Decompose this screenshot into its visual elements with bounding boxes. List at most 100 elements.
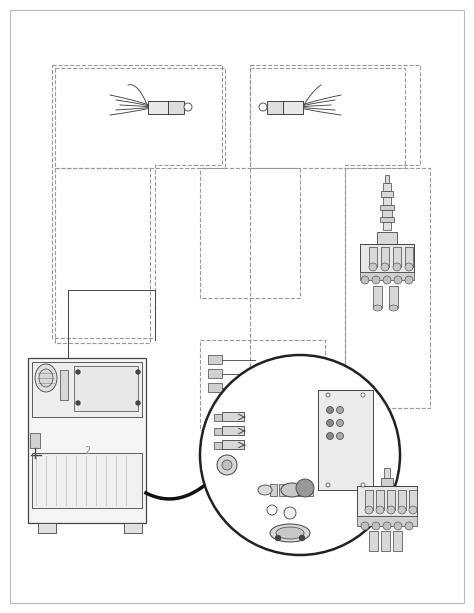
Bar (360, 244, 414, 272)
Bar (32, 362, 142, 417)
Bar (214, 414, 222, 421)
Circle shape (326, 393, 330, 397)
Circle shape (296, 479, 314, 497)
Bar (279, 484, 286, 496)
Bar (383, 222, 391, 230)
Circle shape (337, 433, 344, 440)
Bar (214, 442, 222, 449)
Bar (381, 531, 390, 551)
Circle shape (275, 536, 281, 541)
Bar (208, 383, 222, 392)
Bar (360, 272, 414, 280)
Text: 2: 2 (84, 446, 90, 455)
Bar (222, 440, 244, 449)
Bar (380, 205, 394, 210)
Circle shape (376, 506, 384, 514)
Bar (357, 516, 417, 526)
Bar (409, 490, 417, 510)
Circle shape (222, 460, 232, 470)
Bar (30, 433, 40, 448)
Bar (365, 490, 373, 510)
Ellipse shape (389, 305, 398, 311)
Bar (74, 366, 138, 411)
Circle shape (394, 276, 402, 284)
Bar (124, 523, 142, 533)
Bar (38, 523, 56, 533)
Bar (380, 217, 394, 222)
Circle shape (200, 355, 400, 555)
Bar (357, 486, 417, 516)
Ellipse shape (35, 364, 57, 392)
Circle shape (337, 419, 344, 427)
Circle shape (393, 263, 401, 271)
Circle shape (361, 393, 365, 397)
Ellipse shape (270, 524, 310, 542)
Bar (214, 428, 222, 435)
Ellipse shape (373, 305, 382, 311)
Bar (389, 286, 398, 308)
Bar (288, 484, 295, 496)
Circle shape (327, 433, 334, 440)
Circle shape (405, 276, 413, 284)
Bar (250, 68, 405, 168)
Circle shape (383, 276, 391, 284)
Bar (398, 490, 406, 510)
Circle shape (361, 483, 365, 487)
Circle shape (217, 455, 237, 475)
Bar (393, 531, 402, 551)
Bar (384, 468, 390, 478)
Bar (387, 490, 395, 510)
Bar (222, 412, 244, 421)
Circle shape (259, 103, 267, 111)
Bar (385, 175, 389, 183)
Circle shape (365, 506, 373, 514)
Circle shape (372, 276, 380, 284)
Bar (60, 370, 68, 400)
Bar (222, 426, 244, 435)
Bar (377, 232, 397, 244)
Circle shape (405, 522, 413, 530)
Circle shape (383, 522, 391, 530)
Bar (382, 210, 392, 217)
Bar (283, 101, 303, 113)
Bar (381, 191, 393, 197)
Circle shape (76, 401, 80, 405)
Circle shape (387, 506, 395, 514)
Bar (373, 286, 382, 308)
Circle shape (327, 419, 334, 427)
Bar (28, 358, 146, 523)
Circle shape (394, 522, 402, 530)
Bar (32, 453, 142, 508)
Bar (369, 531, 378, 551)
Ellipse shape (281, 483, 303, 497)
Circle shape (327, 406, 334, 414)
Circle shape (361, 276, 369, 284)
Circle shape (284, 507, 296, 519)
Bar (200, 168, 300, 298)
Bar (369, 247, 377, 267)
Bar (393, 247, 401, 267)
Circle shape (369, 263, 377, 271)
Circle shape (409, 506, 417, 514)
Bar (55, 68, 225, 168)
Ellipse shape (258, 485, 272, 495)
Circle shape (76, 370, 80, 374)
Bar (381, 478, 393, 486)
Circle shape (300, 536, 304, 541)
Circle shape (184, 103, 192, 111)
Circle shape (326, 483, 330, 487)
Bar (383, 197, 391, 205)
Bar (318, 390, 373, 490)
Circle shape (337, 406, 344, 414)
Circle shape (136, 401, 140, 405)
Circle shape (398, 506, 406, 514)
Bar (168, 101, 184, 113)
Bar (383, 183, 391, 191)
Bar (297, 484, 304, 496)
Bar (405, 247, 413, 267)
Bar (267, 101, 283, 113)
Ellipse shape (39, 369, 53, 387)
Bar (270, 484, 277, 496)
Circle shape (136, 370, 140, 374)
Circle shape (372, 522, 380, 530)
